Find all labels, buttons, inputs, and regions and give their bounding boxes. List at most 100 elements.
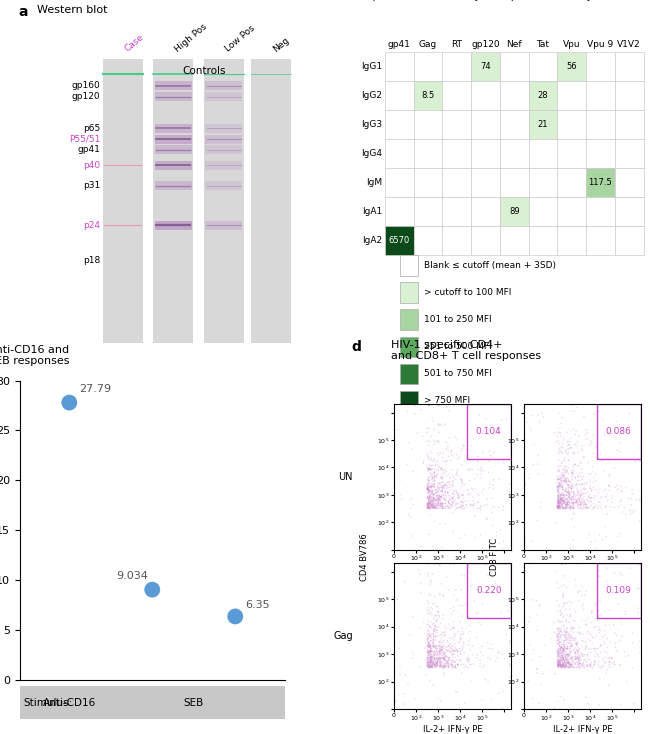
Point (434, 655, 445, 667)
Point (428, 477, 439, 489)
Text: 8.5: 8.5 (421, 91, 435, 100)
Point (532, 664, 542, 675)
Point (428, 493, 438, 504)
Point (434, 500, 444, 512)
Point (445, 647, 455, 658)
Point (616, 584, 626, 595)
Point (562, 633, 572, 645)
Point (576, 501, 586, 513)
Point (434, 653, 444, 664)
Point (428, 598, 438, 610)
Text: Controls: Controls (183, 65, 226, 76)
Point (562, 498, 572, 510)
Point (463, 495, 473, 507)
Bar (385, 139, 413, 168)
Point (587, 484, 597, 495)
Point (427, 661, 437, 673)
Point (566, 503, 576, 515)
Point (586, 656, 597, 668)
Point (570, 473, 580, 484)
Point (595, 625, 605, 636)
Point (632, 603, 643, 614)
Point (448, 487, 458, 499)
Point (420, 642, 430, 654)
Point (573, 487, 583, 498)
Text: 117.5: 117.5 (588, 178, 612, 187)
Point (589, 659, 599, 671)
Point (558, 496, 568, 508)
Point (430, 622, 440, 633)
Point (562, 500, 572, 512)
Point (432, 448, 443, 459)
Point (440, 629, 450, 641)
Point (463, 655, 474, 666)
Point (575, 658, 585, 669)
Point (575, 628, 585, 640)
Point (446, 657, 456, 669)
Point (424, 660, 434, 672)
Point (426, 481, 437, 493)
Point (460, 659, 471, 671)
Point (577, 499, 587, 511)
Point (553, 696, 564, 708)
Point (438, 647, 448, 658)
Point (554, 656, 564, 668)
Point (475, 529, 486, 541)
Point (441, 646, 452, 658)
Point (556, 494, 567, 506)
Point (556, 627, 567, 639)
Point (558, 630, 569, 642)
Point (560, 465, 571, 477)
Point (426, 495, 436, 507)
Point (556, 492, 567, 504)
Point (562, 492, 573, 504)
Point (615, 446, 625, 458)
Point (589, 490, 599, 502)
Bar (557, 52, 586, 81)
Point (444, 405, 454, 417)
Point (595, 639, 606, 651)
Point (427, 480, 437, 492)
Point (561, 659, 571, 671)
Point (426, 628, 437, 640)
Point (434, 492, 445, 504)
Text: Blank ≤ cutoff (mean + 3SD): Blank ≤ cutoff (mean + 3SD) (424, 261, 556, 270)
Point (554, 633, 564, 645)
Point (439, 660, 449, 672)
Point (562, 498, 572, 510)
Point (424, 662, 435, 674)
Point (449, 638, 460, 650)
Point (438, 649, 448, 661)
Point (425, 655, 436, 666)
Point (434, 645, 445, 657)
Point (571, 580, 581, 592)
Point (606, 490, 617, 502)
Point (558, 652, 568, 664)
Bar (586, 226, 615, 255)
Point (562, 493, 572, 504)
Point (562, 496, 573, 508)
Point (441, 456, 451, 468)
Point (562, 498, 573, 510)
Point (435, 482, 445, 494)
Point (563, 649, 573, 661)
Point (554, 661, 564, 672)
Point (561, 461, 571, 473)
Point (564, 499, 575, 511)
Point (447, 496, 458, 508)
Point (424, 639, 435, 650)
Point (627, 663, 638, 675)
Point (448, 648, 458, 660)
Point (426, 491, 437, 503)
Point (563, 491, 573, 503)
Point (438, 447, 448, 459)
Point (442, 635, 452, 647)
Point (569, 622, 579, 634)
Point (428, 501, 438, 513)
Point (586, 492, 596, 504)
Point (504, 647, 515, 659)
Text: 56: 56 (566, 62, 577, 71)
Point (562, 448, 573, 460)
Point (424, 639, 434, 651)
Point (558, 474, 569, 486)
